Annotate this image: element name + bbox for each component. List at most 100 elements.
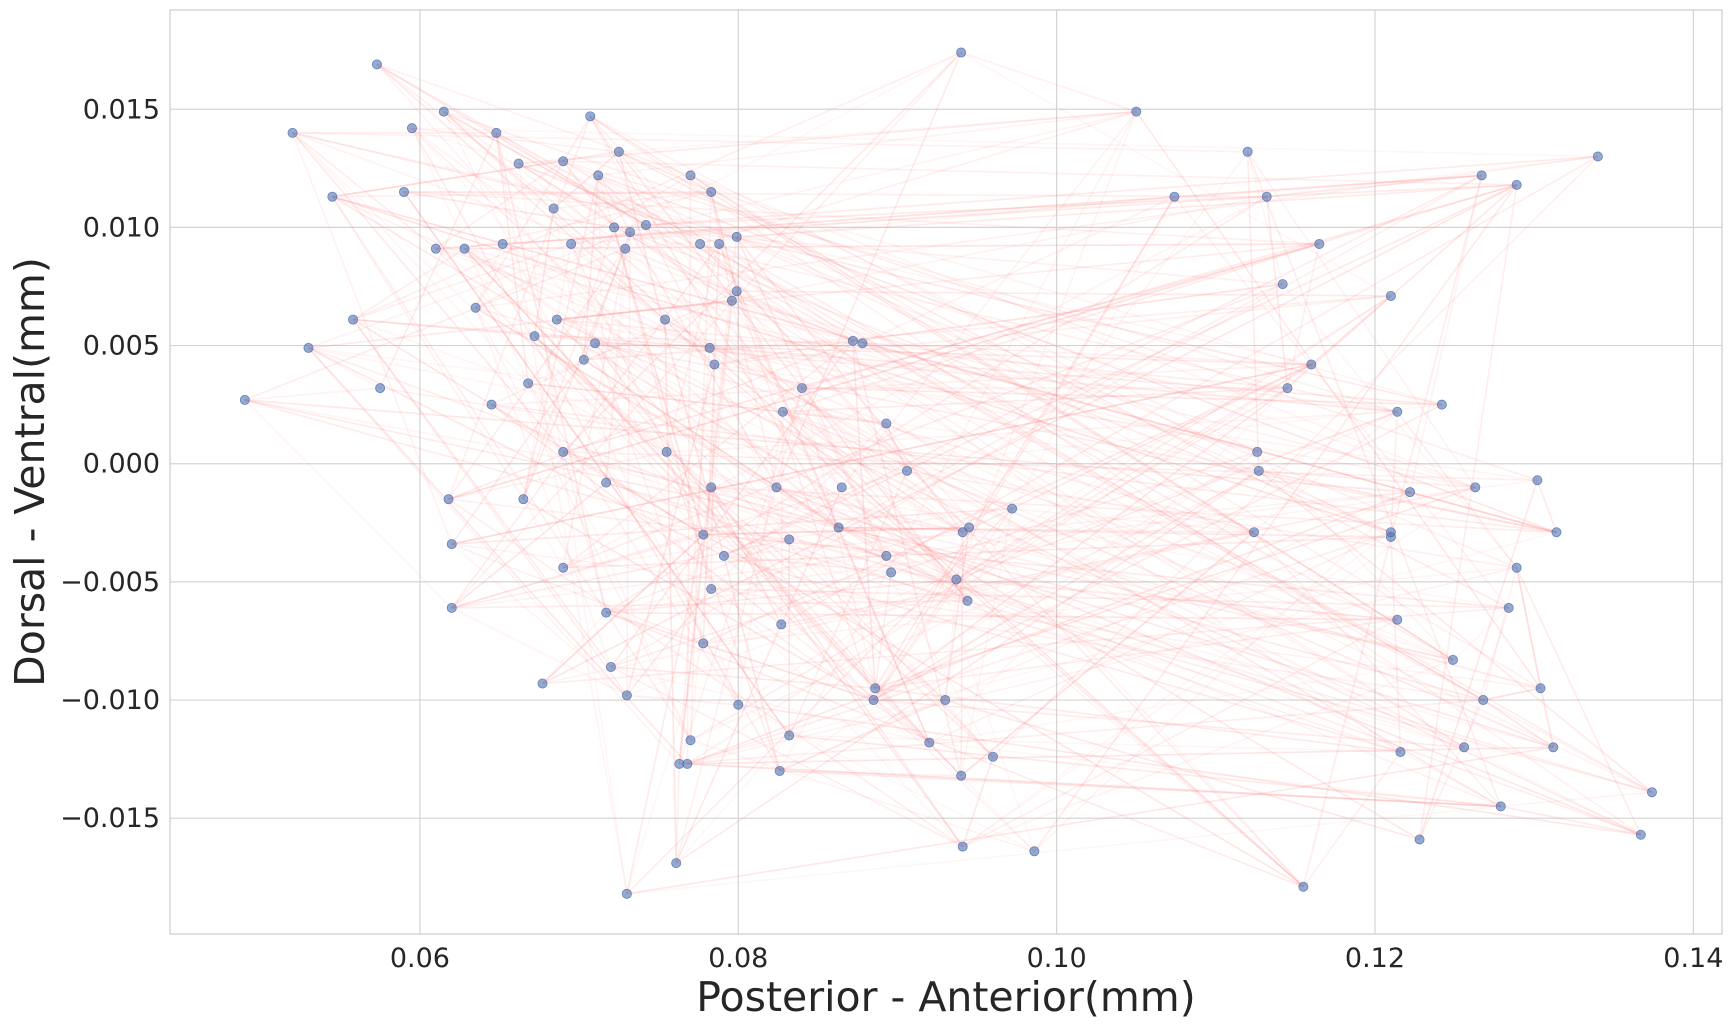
connection-line [562, 451, 1465, 749]
connection-line [789, 734, 1401, 753]
connection-line [711, 588, 1484, 701]
data-point [956, 770, 967, 781]
connection-line [451, 491, 1411, 609]
connection-line [626, 410, 1398, 697]
connection-line [403, 191, 1320, 245]
data-point [371, 59, 382, 70]
connection-line [1310, 295, 1392, 366]
connection-line [678, 387, 803, 765]
connection-line [738, 703, 1641, 836]
connection-line [618, 151, 969, 602]
connection-line [376, 63, 994, 758]
connection-line [376, 63, 970, 529]
connection-line [838, 526, 1255, 534]
connection-line [556, 319, 930, 744]
connection-line [710, 191, 738, 292]
data-point [406, 123, 417, 134]
data-point [375, 383, 386, 394]
connection-line [690, 739, 1035, 853]
data-point [593, 170, 604, 181]
connection-line [570, 231, 631, 245]
connection-line [308, 347, 725, 557]
connection-line [451, 359, 585, 545]
connection-line [605, 232, 631, 483]
connection-line [626, 232, 631, 696]
data-point [1470, 482, 1481, 493]
connection-line [411, 127, 692, 741]
connection-line [731, 195, 1267, 302]
connection-line [376, 63, 691, 177]
connection-line [718, 243, 1454, 661]
connection-line [464, 248, 968, 602]
connection-line [711, 479, 1538, 590]
connection-line [292, 132, 1248, 153]
connection-line [474, 243, 504, 309]
y-tick-label: 0.015 [83, 94, 160, 125]
connection-line [435, 248, 968, 602]
data-point [1252, 446, 1263, 457]
connection-line [687, 491, 1411, 765]
connection-line [528, 382, 887, 425]
connection-line [862, 342, 1484, 701]
data-point [558, 446, 569, 457]
connection-line [451, 470, 908, 609]
connection-line [929, 741, 1501, 808]
connection-line [714, 295, 1391, 366]
connection-line [332, 195, 1557, 534]
connection-line [475, 155, 1598, 309]
connection-line [605, 538, 790, 614]
connection-line [737, 704, 1035, 853]
data-point [857, 338, 868, 349]
connection-line [737, 411, 784, 705]
connection-line [874, 579, 957, 689]
connection-line [518, 162, 720, 245]
connection-line [944, 527, 970, 701]
connection-line [491, 404, 782, 626]
connection-line [474, 307, 612, 668]
data-point [731, 286, 742, 297]
connection-line [928, 363, 1312, 744]
connection-line [542, 184, 1518, 685]
data-point [1385, 531, 1396, 542]
connection-line [527, 382, 968, 602]
connection-line [474, 307, 692, 741]
connection-line [928, 531, 1392, 744]
connection-line [244, 387, 381, 401]
connection-line [1539, 688, 1555, 748]
connection-line [448, 184, 1517, 500]
connection-line [464, 243, 1320, 250]
data-point [870, 683, 881, 694]
connection-line [1265, 196, 1289, 389]
connection-line [403, 191, 615, 229]
connection-line [533, 335, 994, 758]
connection-line [710, 486, 782, 625]
connection-line [675, 487, 843, 864]
connection-line [626, 534, 705, 894]
connection-line [718, 243, 931, 743]
connection-line [665, 243, 720, 453]
data-point [1249, 527, 1260, 538]
data-point [1447, 654, 1458, 665]
connection-line [451, 543, 704, 645]
y-tick-label: −0.015 [60, 803, 160, 834]
connection-line [873, 699, 1465, 749]
connection-line [960, 51, 1392, 297]
connection-lines [244, 51, 1653, 895]
connection-line [872, 196, 1176, 701]
connection-line [875, 687, 1401, 753]
connection-line [789, 734, 1501, 808]
connection-line [443, 111, 843, 488]
connection-line [782, 410, 887, 425]
connection-line [308, 347, 1642, 836]
connection-line [782, 411, 1554, 749]
connection-line [495, 132, 957, 581]
connection-line [244, 399, 963, 534]
connection-line [736, 236, 964, 533]
connection-line [960, 532, 964, 776]
connection-line [711, 403, 1442, 489]
connection-line [736, 236, 1517, 569]
data-point [446, 539, 457, 550]
connection-line [1033, 184, 1518, 852]
connection-line [645, 224, 737, 238]
